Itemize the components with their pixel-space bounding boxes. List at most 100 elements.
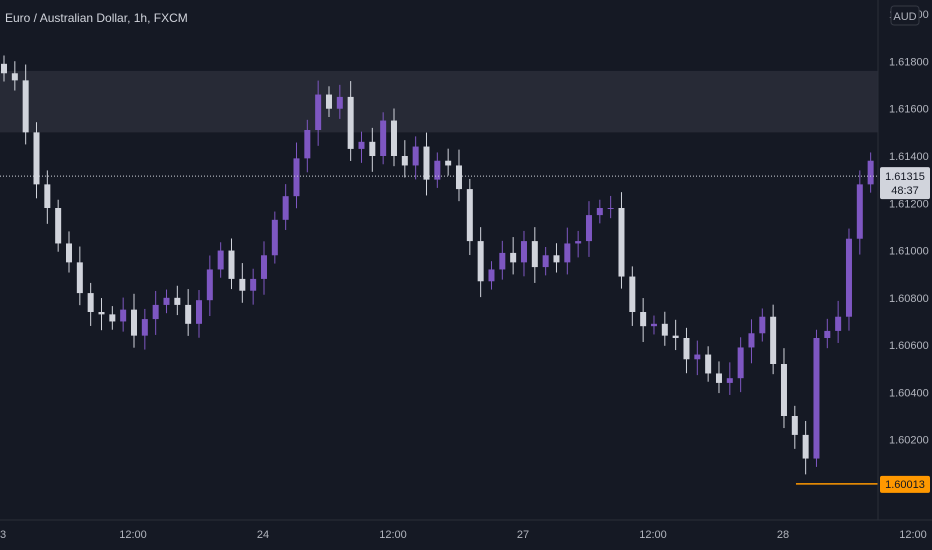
candle [542,247,549,276]
price-tick-label: 1.60400 [889,387,929,399]
candle [152,290,159,335]
candle [98,298,105,331]
candle [575,230,582,258]
currency-label: AUD [893,11,916,23]
candle [206,255,213,317]
candle [715,361,722,394]
price-tick-label: 1.61400 [889,151,929,163]
resistance-zone-layer [0,70,932,133]
candle [434,152,441,188]
candle [347,81,354,161]
candle [358,131,365,163]
candle [76,246,83,306]
candle [748,319,755,364]
candle [390,108,397,167]
candle [694,340,701,376]
candle [174,285,181,316]
target-price-value: 1.60013 [885,479,925,491]
candle [813,329,820,467]
candle [445,148,452,176]
time-tick-label: 12:00 [639,529,667,541]
candle [455,149,462,202]
time-tick-label: 12:00 [899,529,927,541]
candle [228,238,235,290]
candle [271,211,278,264]
candle [531,227,538,283]
price-tick-label: 1.61600 [889,104,929,116]
candle [845,228,852,331]
candle [282,184,289,230]
candle [629,266,636,326]
candle [640,298,647,343]
candle [564,227,571,275]
candle [369,127,376,172]
candle [130,293,137,348]
target-price-tag: 1.60013 [880,475,930,493]
candle [401,140,408,178]
candle [683,327,690,374]
candle [380,112,387,165]
candle [466,178,473,256]
candle [856,170,863,255]
candle [705,346,712,382]
candle [596,199,603,224]
candles-layer [1,55,928,475]
bar-countdown: 48:37 [891,185,919,197]
candle [499,240,506,280]
candle [141,308,148,350]
candle [791,405,798,449]
candle [109,306,116,330]
candle [835,300,842,343]
price-axis[interactable] [878,0,932,520]
candle [293,142,300,209]
candle [672,319,679,351]
candle [520,230,527,277]
currency-button[interactable] [890,5,920,26]
candle [239,263,246,303]
time-axis-ticks[interactable]: 312:002412:002712:002812:002912:003012:0… [0,529,932,541]
candle [336,84,343,119]
time-tick-label: 28 [777,529,789,541]
candle [510,237,517,275]
candle [737,337,744,393]
time-tick-label: 27 [517,529,529,541]
candle [87,282,94,326]
candle [120,297,127,332]
time-tick-label: 12:00 [379,529,407,541]
candle [618,192,625,289]
chart-title: Euro / Australian Dollar, 1h, FXCM [5,11,188,25]
candle [726,362,733,395]
candle [867,152,874,193]
candle [607,195,614,219]
price-tick-label: 1.60200 [889,435,929,447]
candle [250,268,257,305]
candle [22,64,29,145]
last-price-value: 1.61315 [885,171,925,183]
candle [1,55,7,82]
candle [759,308,766,342]
candle [650,315,657,335]
last-price-tag: 1.61315 48:37 [880,167,930,200]
candle [315,80,322,146]
candle [423,132,430,196]
candle [661,311,668,346]
candle [11,61,18,91]
candle [325,86,332,117]
candle [260,241,267,295]
candle [163,289,170,314]
candle [65,231,72,273]
candle [55,199,62,252]
candle [770,304,777,375]
candle [585,201,592,257]
price-tick-label: 1.61800 [889,56,929,68]
price-tick-label: 1.60800 [889,293,929,305]
time-tick-label: 12:00 [119,529,147,541]
overlay-layer [0,175,878,485]
candle [33,122,40,199]
resistance-zone[interactable] [0,70,932,133]
candle [44,170,51,224]
candle [802,420,809,475]
candle [824,318,831,349]
candle [477,227,484,298]
